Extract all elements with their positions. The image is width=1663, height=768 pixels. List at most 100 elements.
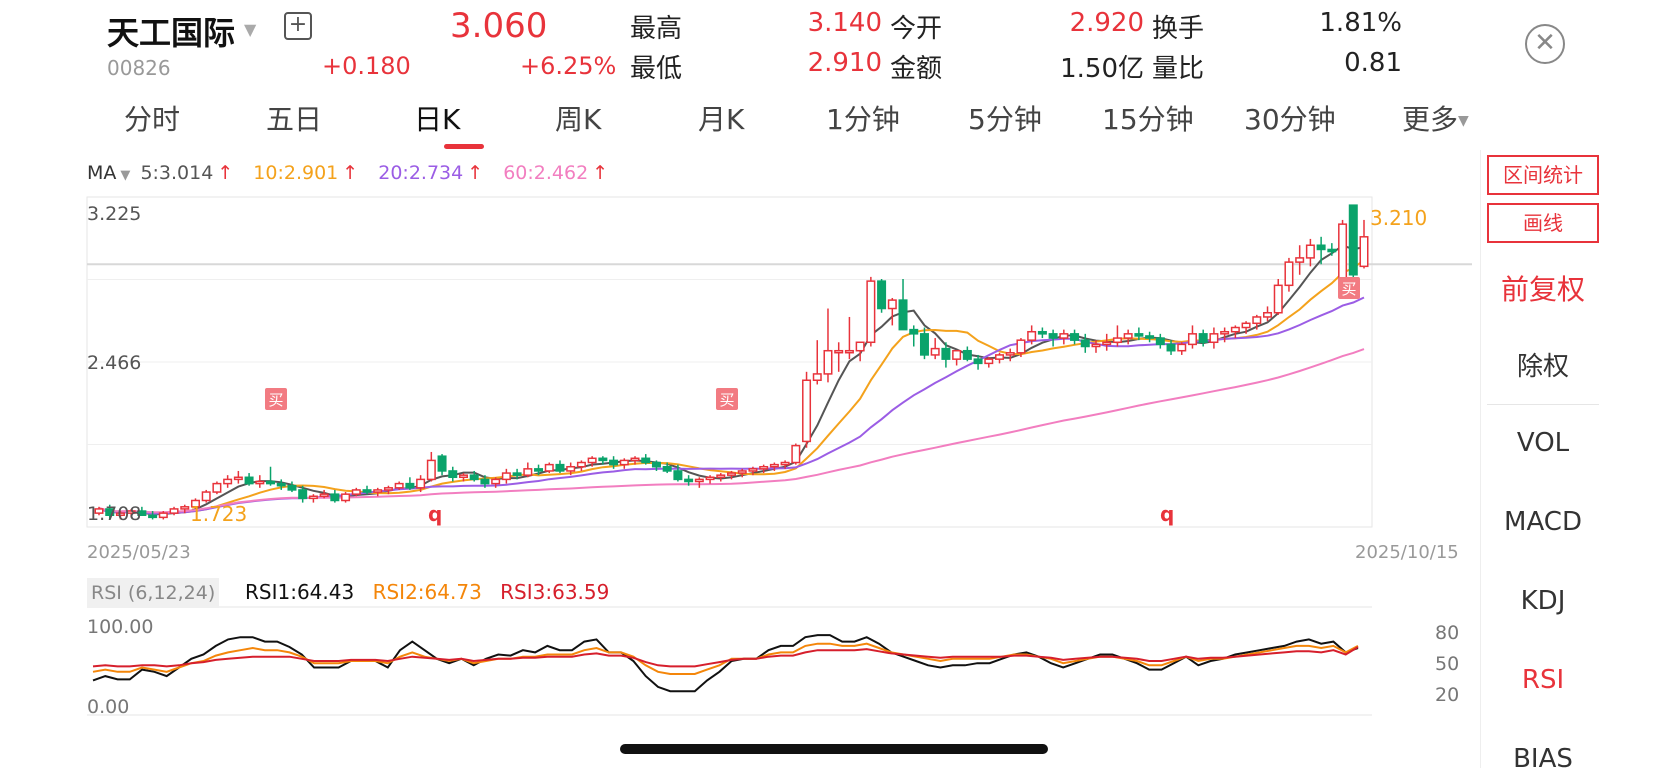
tab-5min[interactable]: 5分钟: [968, 103, 1042, 136]
tab-more[interactable]: 更多▼: [1402, 98, 1469, 138]
candle: [930, 338, 940, 360]
candle: [1155, 333, 1165, 349]
stock-code: 00826: [107, 56, 171, 80]
buy-marker: 买: [1338, 277, 1360, 299]
candle: [995, 352, 1005, 364]
candle: [566, 462, 576, 476]
candle: [105, 504, 115, 520]
sidebar-item-vol[interactable]: VOL: [1516, 428, 1570, 458]
candle: [909, 325, 919, 347]
chevron-down-icon[interactable]: ▼: [244, 20, 257, 39]
candle: [1123, 329, 1133, 345]
candle-body: [330, 493, 340, 502]
candle-body: [812, 373, 822, 381]
candle-body: [115, 512, 125, 516]
tab-weekly-k[interactable]: 周K: [555, 103, 602, 136]
ma10-value: 10:2.901: [253, 162, 339, 184]
candle-body: [1252, 316, 1262, 325]
candle: [759, 464, 769, 474]
candle: [823, 308, 833, 383]
candle-body: [673, 470, 683, 481]
candle: [1348, 204, 1358, 279]
sidebar-item-forward-adjust[interactable]: 前复权: [1500, 273, 1585, 306]
candle: [609, 456, 619, 469]
candle-body: [641, 457, 651, 464]
candle: [1209, 327, 1219, 349]
sidebar-item-kdj[interactable]: KDJ: [1520, 586, 1566, 616]
sidebar-item-bias[interactable]: BIAS: [1513, 744, 1573, 768]
candle: [1241, 321, 1251, 334]
candle: [544, 462, 554, 474]
turnover-label: 换手: [1152, 14, 1205, 44]
candle-body: [662, 465, 672, 472]
sidebar-item-ex-rights[interactable]: 除权: [1516, 352, 1569, 382]
add-watchlist-button[interactable]: +: [284, 12, 312, 40]
candle-body: [180, 506, 190, 510]
candle: [1295, 245, 1305, 275]
candle-body: [1048, 333, 1058, 339]
range-stats-button[interactable]: 区间统计: [1487, 155, 1599, 195]
tab-more-label: 更多: [1402, 103, 1459, 136]
tab-daily-k[interactable]: 日K: [414, 103, 461, 136]
candle-body: [962, 349, 972, 360]
candle-body: [930, 347, 940, 356]
candle-body: [576, 461, 586, 468]
candle: [1016, 338, 1026, 358]
candle-body: [973, 358, 983, 365]
kline-chart[interactable]: 买买买 3.225 2.466 1.708 3.210 1.723 q q 10…: [0, 0, 1480, 740]
candle-body: [705, 476, 715, 481]
candle: [1037, 327, 1047, 339]
y-tick-low: 1.708: [87, 503, 141, 525]
close-icon[interactable]: ✕: [1525, 24, 1565, 64]
candle: [1091, 340, 1101, 353]
rsi3-line: [92, 646, 1359, 668]
candle: [1252, 314, 1262, 330]
candle: [1134, 327, 1144, 341]
candle: [458, 473, 468, 482]
candle-body: [844, 349, 854, 354]
candle-body: [351, 489, 361, 495]
candle-body: [823, 349, 833, 375]
candle: [855, 341, 865, 362]
date-end: 2025/10/15: [1355, 542, 1459, 563]
rsi-indicator-label[interactable]: RSI (6,12,24): [87, 578, 220, 608]
candle: [1305, 238, 1315, 267]
draw-line-button[interactable]: 画线: [1487, 203, 1599, 243]
candle-body: [1305, 244, 1315, 259]
buy-marker-label: 买: [268, 391, 283, 409]
stock-name[interactable]: 天工国际: [107, 14, 236, 52]
candle-body: [1359, 236, 1369, 268]
candle: [394, 481, 404, 490]
tab-intraday[interactable]: 分时: [124, 103, 181, 136]
min-price-label: 1.723: [190, 502, 247, 526]
tab-15min[interactable]: 15分钟: [1102, 103, 1194, 136]
candle: [673, 464, 683, 482]
candle-body: [1070, 333, 1080, 341]
candle-body: [394, 482, 404, 489]
sidebar-item-rsi[interactable]: RSI: [1521, 665, 1565, 695]
price-change-pct: +6.25%: [520, 52, 617, 80]
candle-body: [1145, 335, 1155, 339]
rsi-y-0: 0.00: [87, 696, 129, 718]
ma-legend[interactable]: MA ▼ 5:3.014 ↑ 10:2.901 ↑ 20:2.734 ↑ 60:2.46…: [87, 162, 622, 184]
tab-five-day[interactable]: 五日: [266, 103, 323, 136]
candle: [319, 489, 329, 499]
candle-body: [1187, 333, 1197, 346]
tab-monthly-k[interactable]: 月K: [698, 103, 745, 136]
candle: [844, 316, 854, 360]
buy-marker-label: 买: [719, 391, 734, 409]
candle: [651, 460, 661, 471]
candle: [598, 456, 608, 465]
sidebar-item-macd[interactable]: MACD: [1504, 507, 1582, 537]
candle: [341, 492, 351, 503]
tab-1min[interactable]: 1分钟: [826, 103, 900, 136]
tab-30min[interactable]: 30分钟: [1244, 103, 1336, 136]
candle-body: [426, 459, 436, 481]
candle-body: [1177, 343, 1187, 352]
candle-body: [491, 478, 501, 485]
candle: [1027, 325, 1037, 345]
candle-body: [158, 512, 168, 519]
candle: [866, 276, 876, 347]
candle-body: [266, 480, 276, 485]
candle: [1145, 331, 1155, 343]
